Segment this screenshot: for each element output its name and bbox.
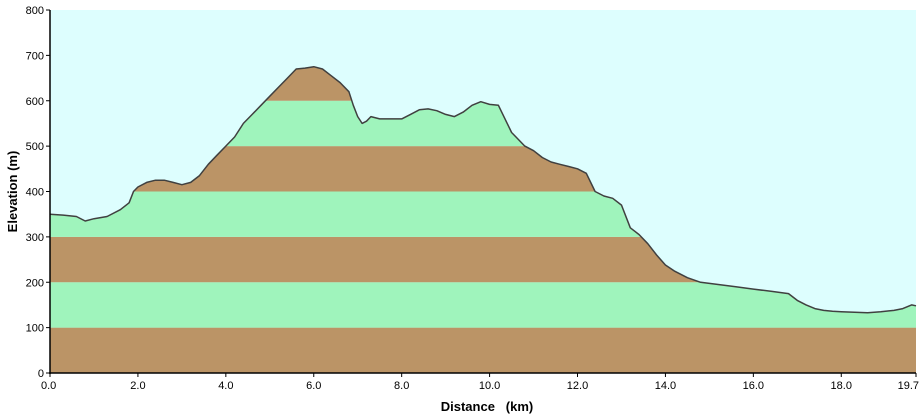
y-tick-label: 600 — [26, 96, 44, 108]
x-tick-label: 19.7 — [898, 380, 919, 392]
x-tick-label: 4.0 — [218, 380, 233, 392]
elevation-band — [50, 327, 916, 373]
y-tick-label: 0 — [38, 368, 44, 380]
x-tick-label: 8.0 — [394, 380, 409, 392]
x-axis-title: Distance (km) — [441, 399, 533, 414]
y-tick-label: 400 — [26, 187, 44, 199]
elevation-profile-line — [49, 65, 917, 314]
x-tick-label: 10.0 — [479, 380, 500, 392]
x-tick-label: 12.0 — [567, 380, 588, 392]
y-tick-label: 200 — [26, 277, 44, 289]
x-tick-label: 0.0 — [41, 380, 56, 392]
y-tick-label: 100 — [26, 323, 44, 335]
x-tick-label: 14.0 — [655, 380, 676, 392]
y-tick-label: 800 — [26, 5, 44, 17]
x-tick-label: 16.0 — [743, 380, 764, 392]
y-tick-label: 300 — [26, 232, 44, 244]
y-axis-title: Elevation (m) — [5, 151, 20, 233]
x-tick-label: 6.0 — [306, 380, 321, 392]
x-tick-label: 18.0 — [831, 380, 852, 392]
x-tick-label: 2.0 — [130, 380, 145, 392]
y-tick-label: 700 — [26, 50, 44, 62]
y-tick-label: 500 — [26, 141, 44, 153]
